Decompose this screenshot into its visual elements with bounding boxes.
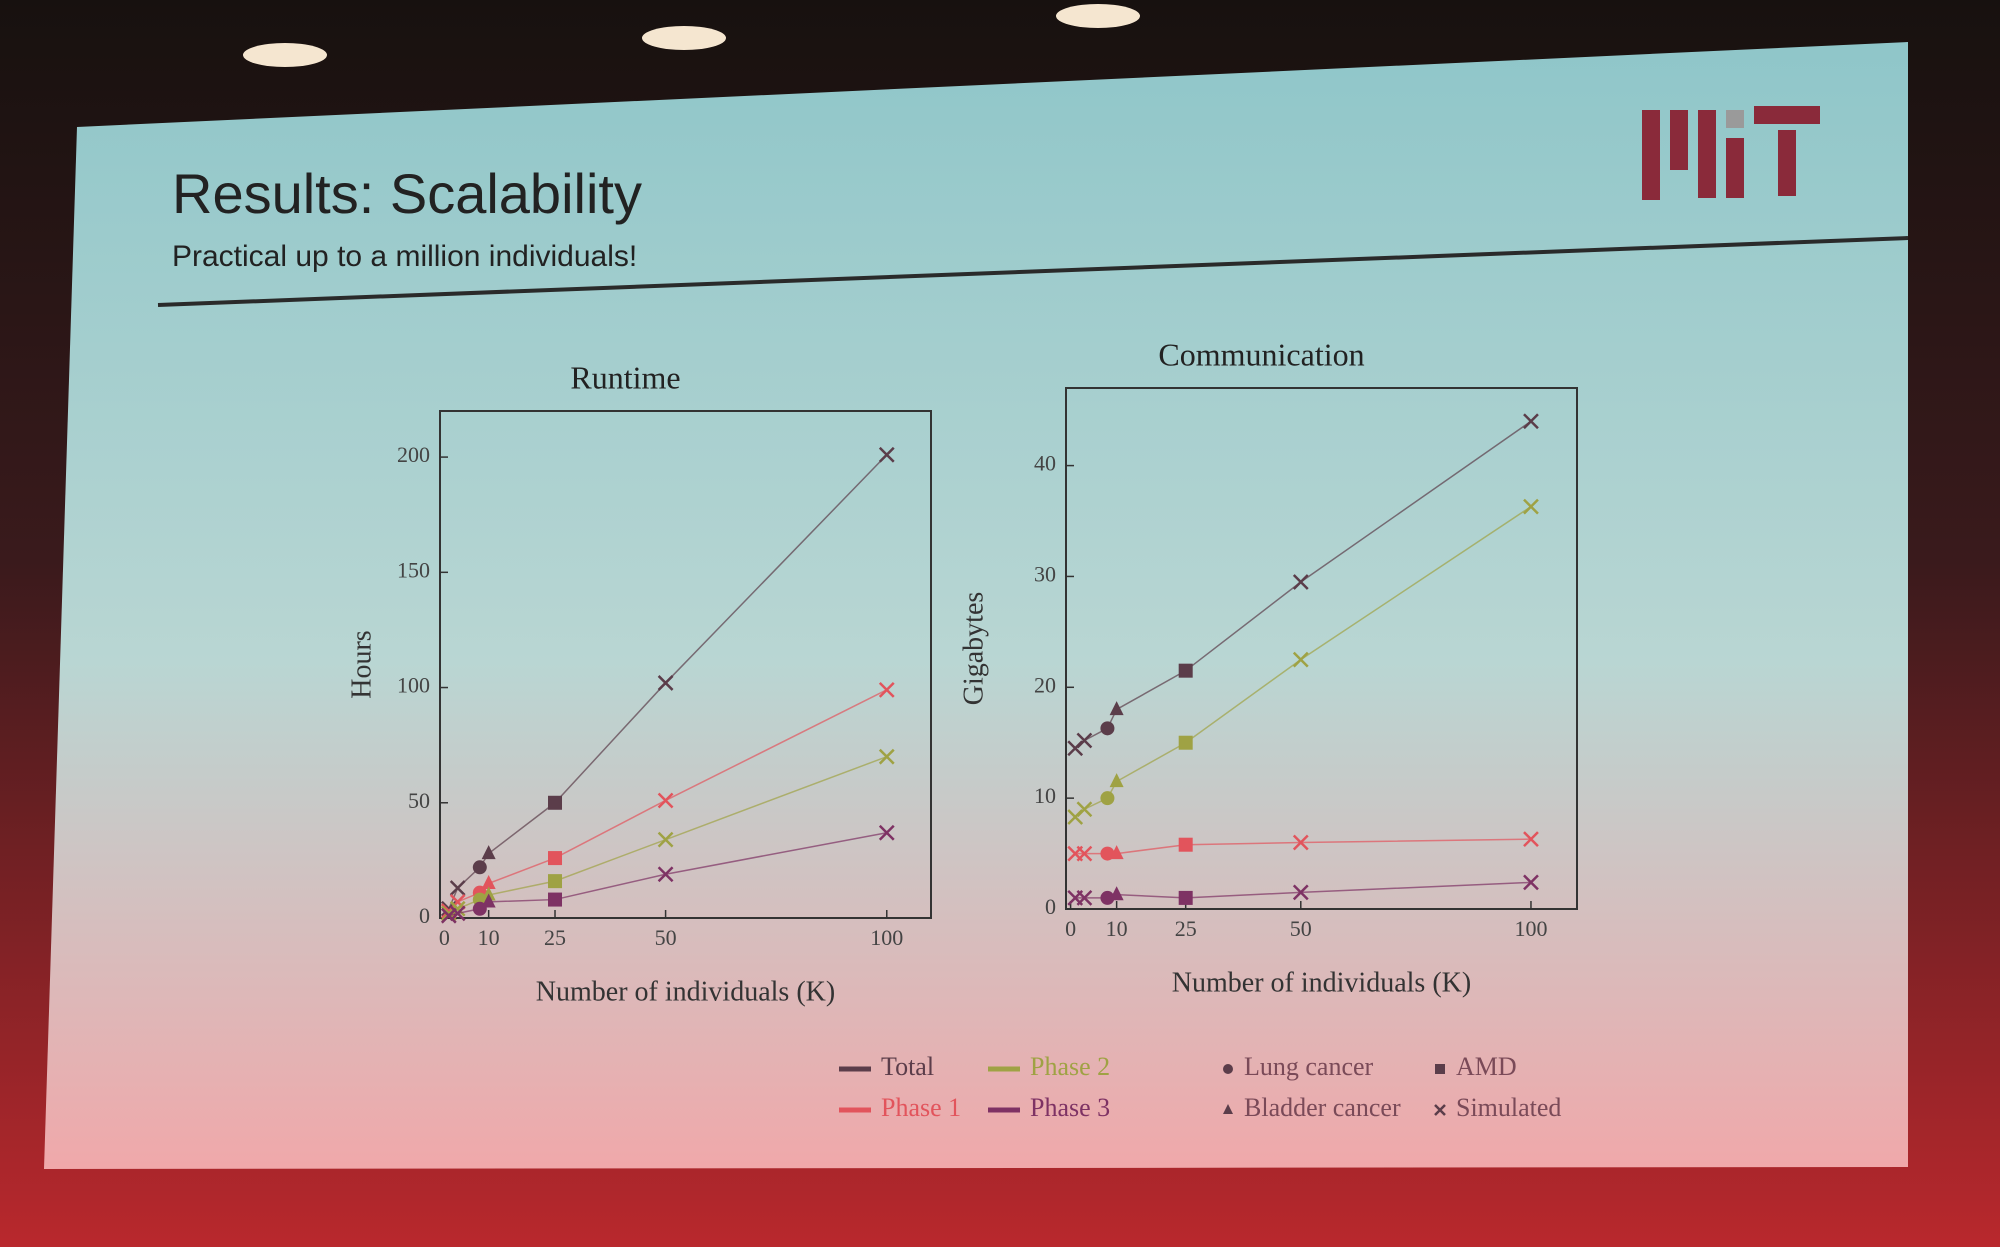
x-tick-label: 10 bbox=[478, 925, 500, 950]
y-tick-label: 0 bbox=[419, 903, 430, 928]
ceiling-light bbox=[243, 43, 327, 67]
data-point bbox=[1178, 890, 1193, 905]
ceiling-light bbox=[642, 26, 726, 50]
data-point bbox=[1292, 834, 1309, 851]
data-point bbox=[1178, 735, 1193, 750]
slide-title: Results: Scalability bbox=[172, 162, 642, 225]
data-point bbox=[878, 824, 895, 841]
y-tick-label: 0 bbox=[1045, 894, 1056, 919]
data-point bbox=[481, 845, 496, 860]
x-tick-label: 50 bbox=[655, 925, 677, 950]
data-point bbox=[1100, 791, 1115, 806]
y-tick-label: 100 bbox=[397, 673, 430, 698]
data-point bbox=[481, 893, 496, 908]
data-point bbox=[878, 681, 895, 698]
y-tick-label: 30 bbox=[1034, 561, 1056, 586]
data-point bbox=[1109, 845, 1124, 860]
title-rule bbox=[157, 236, 1909, 307]
legend-label: Bladder cancer bbox=[1244, 1093, 1401, 1122]
y-tick-label: 150 bbox=[397, 557, 430, 582]
data-point bbox=[548, 892, 563, 907]
data-point bbox=[1076, 732, 1093, 749]
x-tick-label: 10 bbox=[1106, 916, 1128, 941]
data-point bbox=[449, 905, 466, 922]
data-point bbox=[449, 900, 466, 917]
legend-marker bbox=[1223, 1104, 1233, 1114]
x-tick-label: 50 bbox=[1290, 916, 1312, 941]
x-tick-label: 0 bbox=[1065, 916, 1076, 941]
data-point bbox=[548, 795, 563, 810]
legend-label: AMD bbox=[1456, 1052, 1517, 1081]
mit-logo bbox=[1642, 106, 1820, 200]
data-point bbox=[449, 880, 466, 896]
legend-label: Phase 3 bbox=[1030, 1093, 1110, 1122]
data-point bbox=[1076, 845, 1093, 862]
data-point bbox=[878, 748, 895, 765]
x-axis-label: Number of individuals (K) bbox=[1172, 967, 1471, 998]
projection-screen bbox=[44, 42, 1908, 1169]
data-point bbox=[548, 874, 563, 889]
data-point bbox=[1292, 574, 1309, 590]
x-tick-label: 100 bbox=[870, 925, 903, 950]
data-point bbox=[657, 831, 674, 848]
legend-label: Simulated bbox=[1456, 1093, 1561, 1122]
legend-label: Total bbox=[881, 1052, 934, 1081]
data-point bbox=[1523, 413, 1539, 430]
x-tick-label: 100 bbox=[1514, 916, 1547, 941]
x-tick-label: 0 bbox=[439, 925, 450, 950]
data-point bbox=[657, 866, 674, 883]
data-point bbox=[472, 860, 487, 875]
legend-label: Lung cancer bbox=[1244, 1052, 1374, 1081]
y-axis-label: Gigabytes bbox=[958, 592, 989, 706]
data-point bbox=[1100, 721, 1115, 736]
y-tick-label: 50 bbox=[408, 788, 430, 813]
data-point bbox=[1076, 801, 1093, 818]
data-point bbox=[1523, 831, 1539, 848]
data-point bbox=[1523, 498, 1539, 515]
y-axis-label: Hours bbox=[346, 630, 377, 698]
data-point bbox=[440, 907, 457, 924]
legend-label: Phase 2 bbox=[1030, 1052, 1110, 1081]
x-axis-label: Number of individuals (K) bbox=[536, 976, 835, 1007]
chart-title: Communication bbox=[1158, 336, 1364, 372]
data-point bbox=[1100, 890, 1115, 905]
data-point bbox=[1292, 884, 1309, 901]
legend-marker bbox=[1223, 1064, 1233, 1074]
data-point bbox=[548, 851, 563, 866]
data-point bbox=[1076, 890, 1093, 906]
data-point bbox=[878, 446, 895, 463]
y-tick-label: 10 bbox=[1034, 783, 1056, 808]
data-point bbox=[1292, 651, 1309, 668]
x-tick-label: 25 bbox=[544, 925, 566, 950]
data-point bbox=[1109, 886, 1124, 901]
data-point bbox=[657, 675, 674, 691]
data-point bbox=[1523, 874, 1539, 891]
data-point bbox=[657, 792, 674, 809]
x-tick-label: 25 bbox=[1175, 916, 1197, 941]
data-point bbox=[1109, 773, 1124, 788]
ceiling-light bbox=[1056, 4, 1140, 28]
slide-subtitle: Practical up to a million individuals! bbox=[172, 240, 637, 273]
data-point bbox=[481, 875, 496, 890]
y-tick-label: 20 bbox=[1034, 672, 1056, 697]
plot-frame bbox=[439, 410, 932, 919]
y-tick-label: 40 bbox=[1034, 451, 1056, 476]
legend-marker bbox=[1434, 1104, 1446, 1116]
legend-label: Phase 1 bbox=[881, 1093, 961, 1122]
y-tick-label: 200 bbox=[397, 442, 430, 467]
chart-title: Runtime bbox=[570, 359, 680, 395]
data-point bbox=[1178, 837, 1193, 852]
legend-marker bbox=[1435, 1064, 1445, 1074]
data-point bbox=[1109, 701, 1124, 716]
plot-frame bbox=[1065, 387, 1578, 910]
data-point bbox=[1178, 663, 1193, 678]
